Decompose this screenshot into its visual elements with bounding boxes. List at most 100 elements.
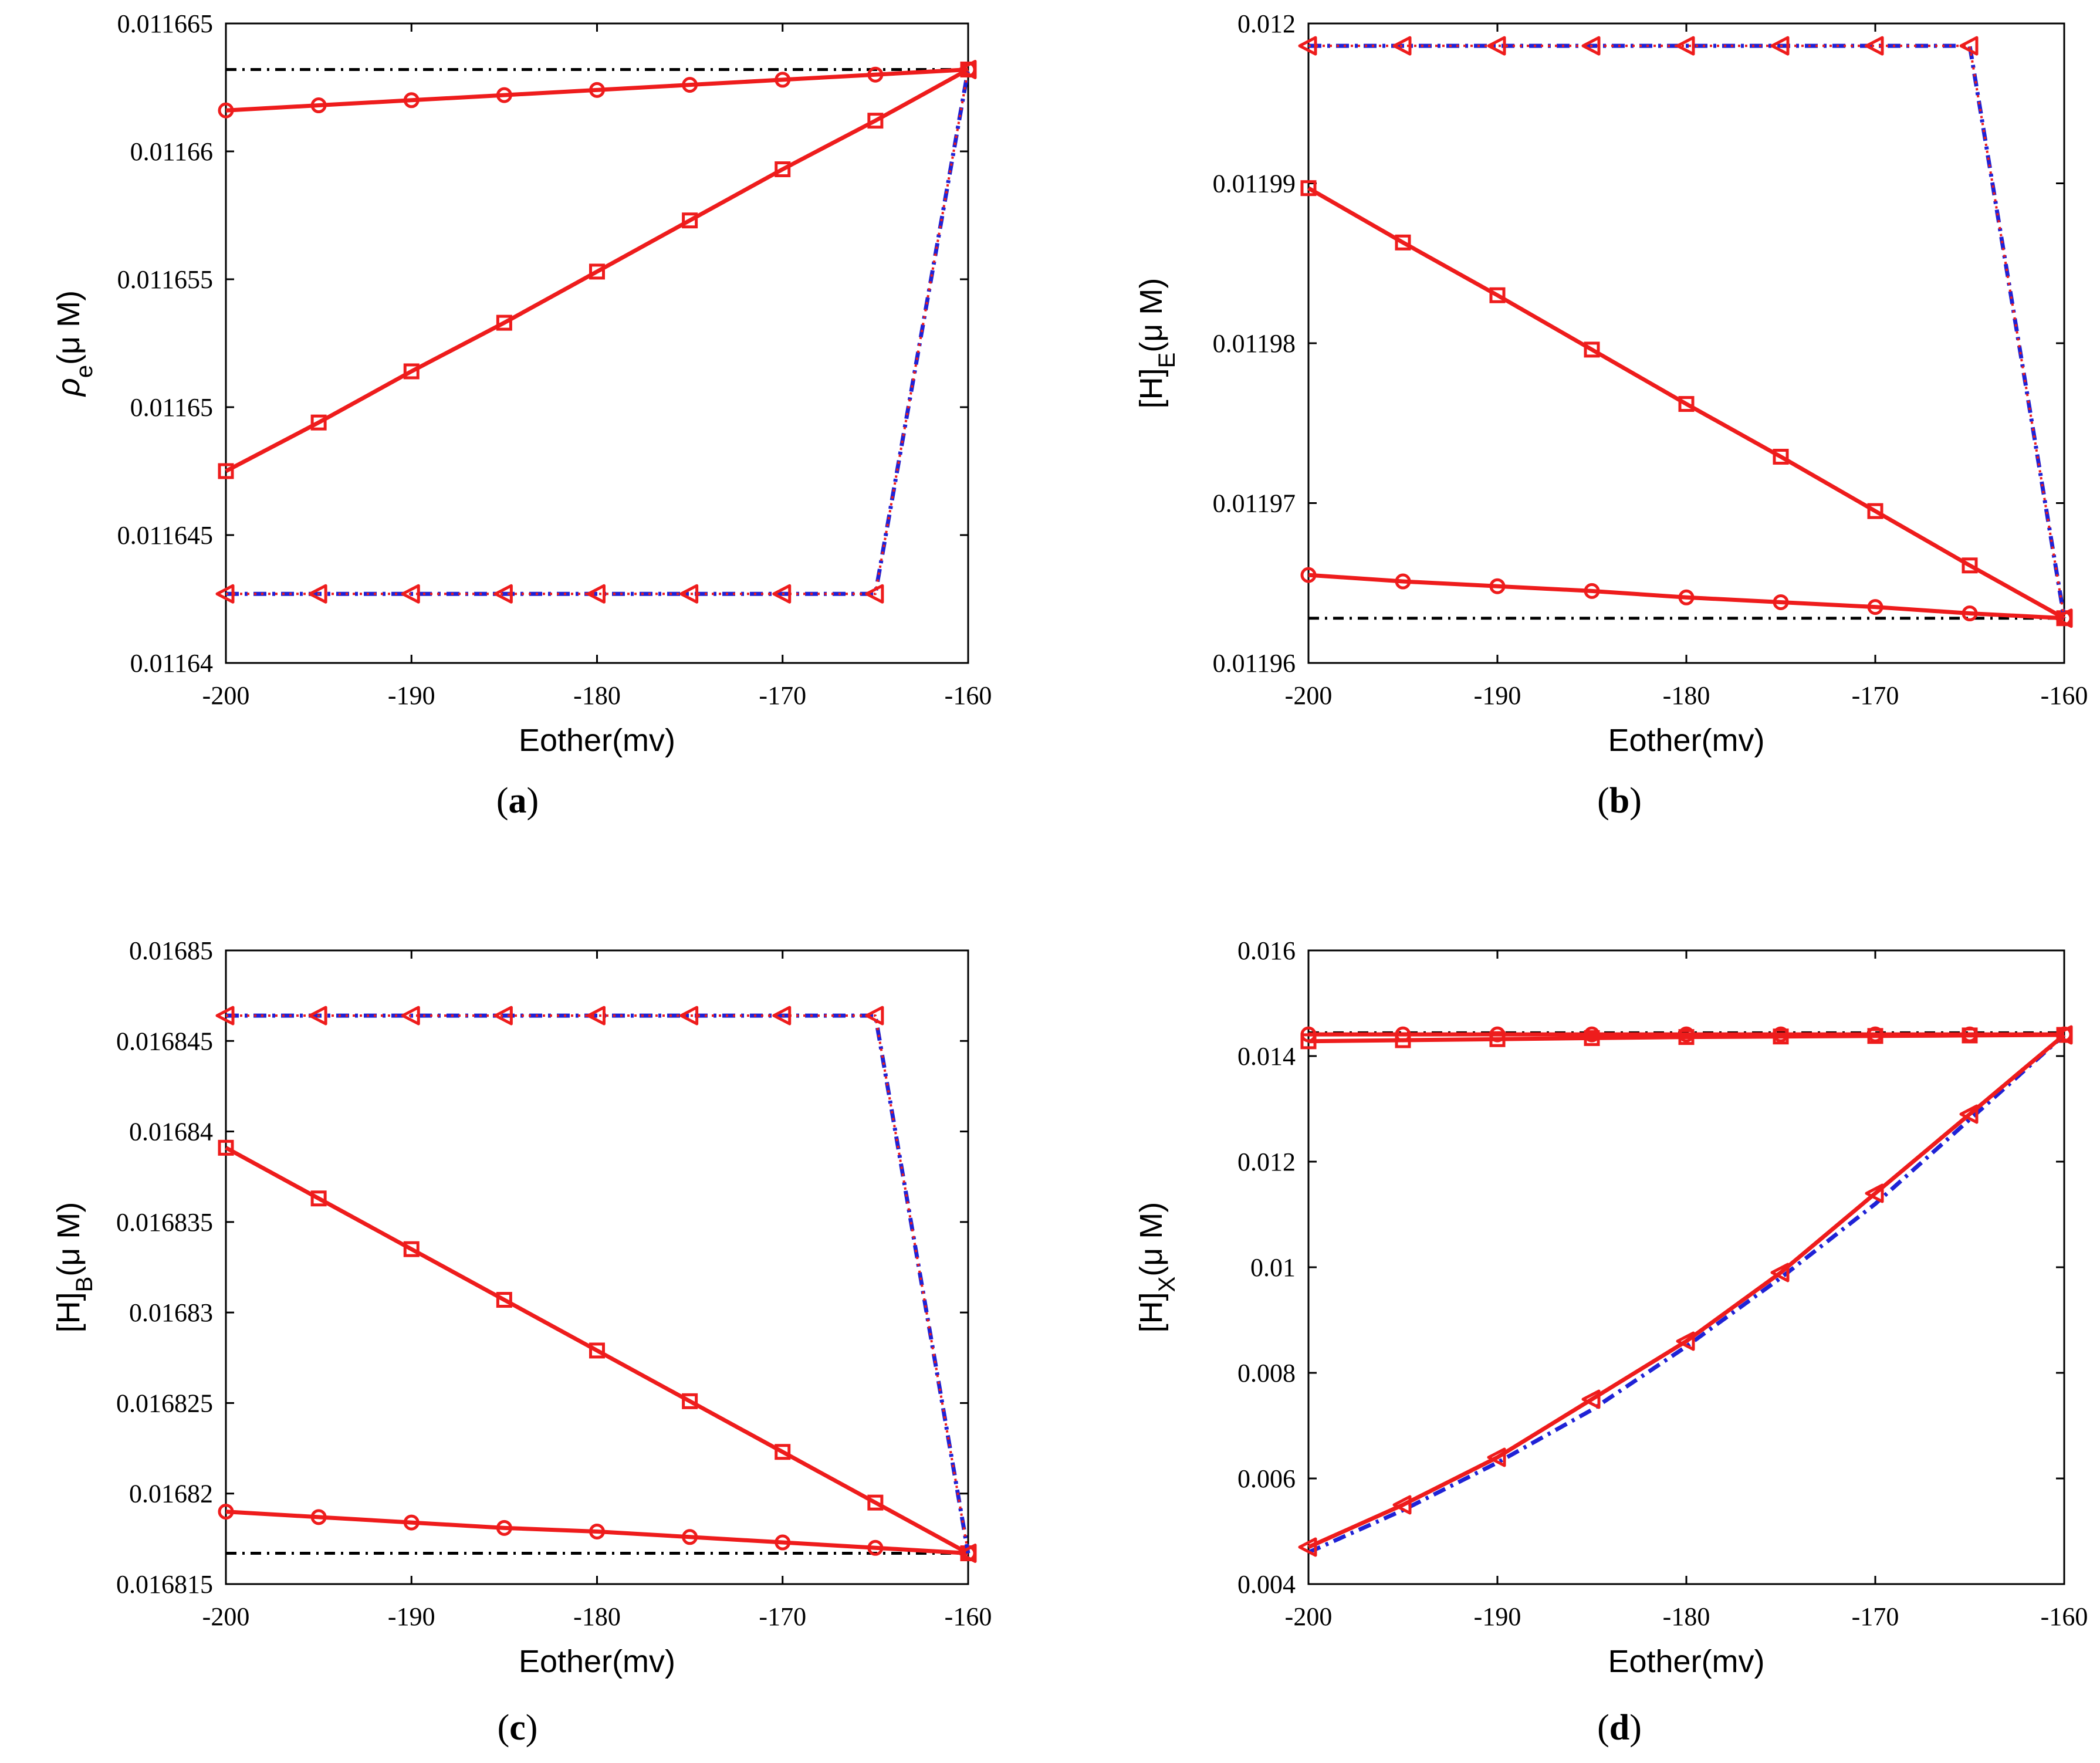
x-tick-label: -160 xyxy=(2041,681,2088,710)
panel-d: -200 -190 -180 -170 -160 0.004 0.006 0.008 0.01 0… xyxy=(1134,936,2088,1748)
y-tick-label: 0.016825 xyxy=(116,1389,213,1417)
panel-a: -200 -190 -180 -170 -160 0.01164 0.011645 0.011… xyxy=(51,9,992,821)
marker-square xyxy=(403,1241,420,1257)
marker-triangle xyxy=(493,584,513,604)
x-axis-label: Eother(mv) xyxy=(519,723,675,758)
marker-circle xyxy=(403,92,420,109)
y-tick-label: 0.01198 xyxy=(1213,329,1296,358)
marker-triangle xyxy=(1865,1183,1884,1203)
y-tick-label: 0.016845 xyxy=(116,1027,213,1055)
y-tick-label: 0.016835 xyxy=(116,1208,213,1237)
marker-triangle xyxy=(772,1006,792,1026)
marker-square xyxy=(310,414,327,431)
y-axis-label: [H]E(μ M) xyxy=(1134,278,1180,409)
marker-square xyxy=(1678,396,1695,412)
marker-square xyxy=(1962,1027,1978,1044)
y-tick-label: 0.01682 xyxy=(129,1480,213,1508)
marker-triangle xyxy=(1392,1495,1412,1515)
marker-triangle xyxy=(958,59,977,79)
y-tick-label: 0.01199 xyxy=(1213,170,1296,198)
series-line-blue xyxy=(226,69,970,596)
marker-triangle xyxy=(1770,1263,1790,1283)
marker-triangle xyxy=(865,584,884,604)
series-line-squares xyxy=(225,1146,969,1555)
x-tick-label: -170 xyxy=(759,681,806,710)
marker-square xyxy=(1489,287,1506,303)
plot-frame xyxy=(1307,949,2065,1585)
y-tick-label: 0.01165 xyxy=(130,393,213,422)
y-tick-label: 0.01166 xyxy=(130,137,213,166)
marker-triangle xyxy=(587,584,606,604)
y-tick-label: 0.004 xyxy=(1237,1570,1296,1599)
marker-triangle xyxy=(679,1006,699,1026)
marker-square xyxy=(1300,1033,1317,1050)
x-tick-label: -170 xyxy=(1852,681,1899,710)
y-tick-label: 0.016815 xyxy=(116,1570,213,1599)
marker-triangle xyxy=(1676,36,1695,56)
marker-circle xyxy=(682,1529,698,1545)
marker-triangle xyxy=(1676,1331,1695,1351)
x-tick-label: -190 xyxy=(388,681,435,710)
marker-triangle xyxy=(493,1006,513,1026)
plot-frame xyxy=(225,22,969,664)
marker-circle xyxy=(589,82,605,98)
y-axis-label: [H]B(μ M) xyxy=(51,1202,97,1333)
marker-circle xyxy=(1678,589,1695,605)
y-tick-label: 0.01197 xyxy=(1213,489,1296,518)
y-tick-label: 0.01684 xyxy=(129,1118,213,1146)
x-tick-label: -190 xyxy=(388,1602,435,1631)
x-tick-label: -190 xyxy=(1474,1602,1521,1631)
marker-square xyxy=(310,1190,327,1207)
plot-frame xyxy=(225,949,969,1585)
x-tick-label: -160 xyxy=(2041,1602,2088,1631)
series-line-triangles xyxy=(226,1014,969,1554)
series-line-squares xyxy=(225,67,969,473)
marker-triangle xyxy=(1298,1537,1317,1557)
x-tick-label: -180 xyxy=(1663,1602,1710,1631)
y-tick-label: 0.012 xyxy=(1237,1148,1296,1176)
marker-circle xyxy=(867,1539,884,1556)
y-tick-label: 0.011655 xyxy=(117,265,213,294)
x-tick-label: -190 xyxy=(1474,681,1521,710)
series-line-triangles xyxy=(226,69,969,595)
marker-circle xyxy=(1867,599,1883,615)
marker-triangle xyxy=(1581,1389,1601,1409)
marker-triangle xyxy=(1392,36,1412,56)
marker-triangle xyxy=(401,1006,420,1026)
series-line-triangles xyxy=(1308,45,2065,619)
marker-circle xyxy=(1489,578,1506,594)
marker-circle xyxy=(1962,605,1978,622)
marker-square xyxy=(218,463,234,479)
marker-square xyxy=(218,1139,234,1156)
marker-circle xyxy=(310,1509,327,1525)
marker-circle xyxy=(218,102,234,119)
marker-triangle xyxy=(587,1006,606,1026)
y-tick-label: 0.011645 xyxy=(117,521,213,550)
marker-square xyxy=(496,1292,512,1308)
y-tick-label: 0.014 xyxy=(1237,1042,1296,1071)
marker-square xyxy=(682,212,698,229)
marker-triangle xyxy=(1298,36,1317,56)
x-tick-label: -170 xyxy=(1852,1602,1899,1631)
series-line-blue xyxy=(1308,43,2067,619)
x-tick-label: -180 xyxy=(1663,681,1710,710)
y-tick-label: 0.016 xyxy=(1237,936,1296,965)
panel-caption: (c) xyxy=(498,1708,538,1748)
marker-triangle xyxy=(1770,36,1790,56)
marker-triangle xyxy=(308,584,327,604)
panel-caption: (b) xyxy=(1597,781,1642,821)
marker-square xyxy=(1395,1032,1411,1048)
marker-square xyxy=(1867,503,1883,519)
marker-square xyxy=(682,1393,698,1409)
x-tick-label: -180 xyxy=(573,681,621,710)
marker-triangle xyxy=(1487,1447,1506,1467)
marker-square xyxy=(589,263,605,280)
y-tick-label: 0.011665 xyxy=(117,9,213,38)
marker-square xyxy=(403,363,420,380)
marker-square xyxy=(775,161,791,178)
panel-caption: (a) xyxy=(496,781,539,821)
y-tick-label: 0.01164 xyxy=(130,649,213,678)
series-line-circles xyxy=(225,1510,969,1556)
x-tick-label: -200 xyxy=(202,681,250,710)
